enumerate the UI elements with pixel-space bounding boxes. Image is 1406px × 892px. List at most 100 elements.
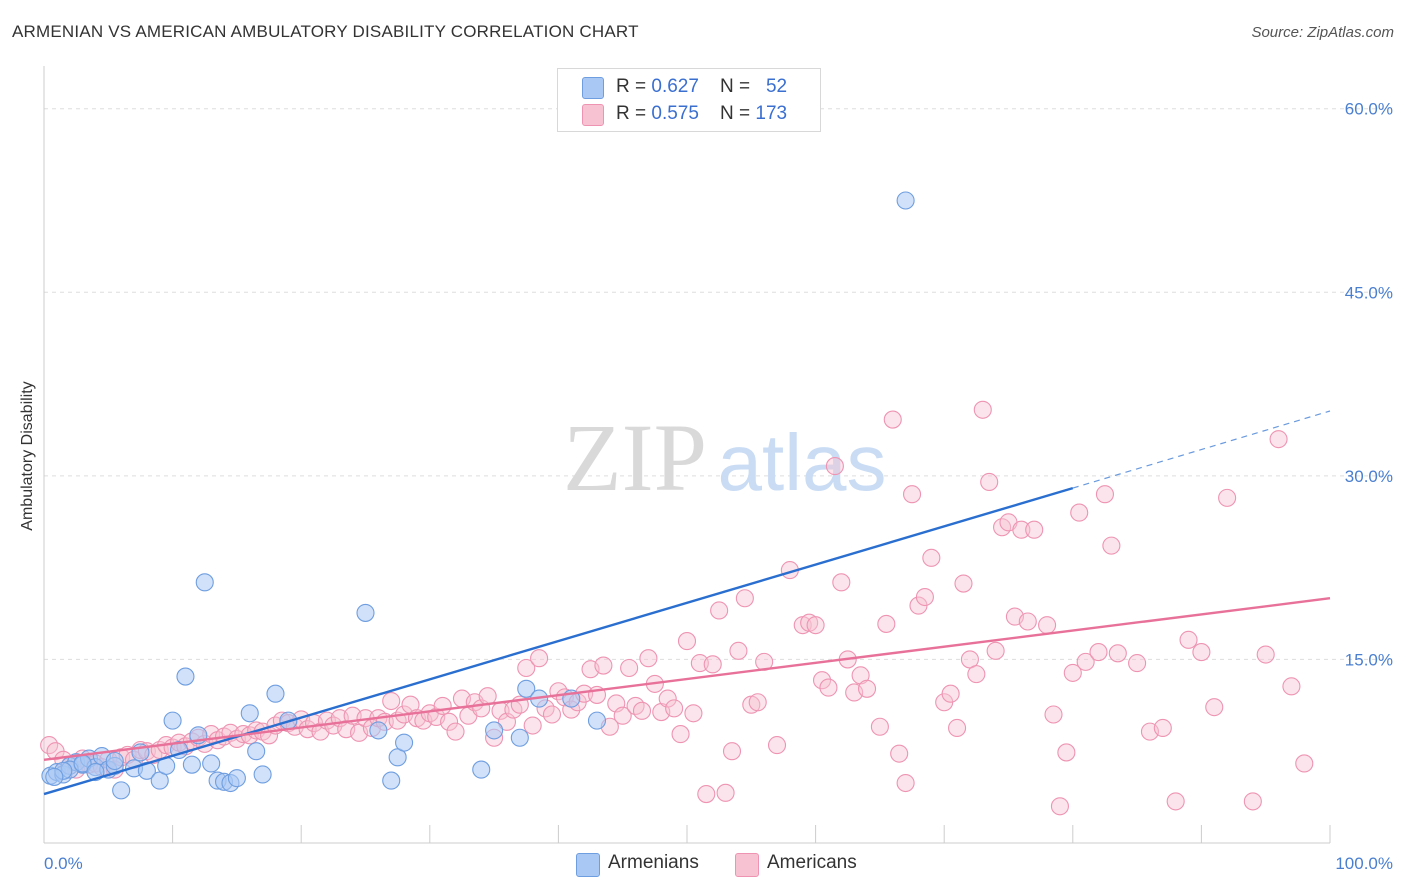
americans-point <box>954 574 973 593</box>
americans-point <box>1057 743 1076 762</box>
axes <box>43 66 1331 844</box>
n-value: 173 <box>755 103 788 124</box>
americans-point <box>767 736 787 755</box>
americans-point <box>1089 643 1108 662</box>
americans-point <box>639 649 658 668</box>
americans-point <box>1102 536 1121 555</box>
armenians-point <box>45 767 64 786</box>
americans-point <box>1038 616 1057 635</box>
armenians-trend-extension <box>1072 410 1331 489</box>
americans-point <box>1025 520 1044 539</box>
americans-point <box>1050 797 1069 816</box>
americans-point <box>722 742 742 761</box>
americans-point <box>1179 630 1198 649</box>
stats-text: R = 0.627 N = 52 <box>616 76 787 98</box>
americans-point <box>883 410 902 429</box>
americans-point <box>620 658 639 678</box>
r-value: 0.575 <box>651 103 699 124</box>
y-tick-label: 45.0% <box>1345 283 1393 302</box>
armenians-point <box>195 573 214 592</box>
americans-point <box>1070 503 1089 522</box>
americans-swatch <box>582 104 604 126</box>
armenians-swatch <box>582 77 604 99</box>
armenians-point <box>266 684 285 703</box>
n-label: N = <box>720 103 756 124</box>
n-value: 52 <box>765 76 788 97</box>
americans-point <box>1076 652 1095 671</box>
stats-legend: R = 0.627 N = 52 R = 0.575 N = 173 <box>557 68 821 132</box>
armenians-point <box>382 771 401 790</box>
armenians-point <box>227 769 246 788</box>
armenians-point <box>112 781 131 800</box>
series-legend: Armenians Americans <box>0 852 1406 878</box>
americans-point <box>440 712 459 731</box>
americans-point <box>967 665 986 684</box>
americans-point <box>613 706 632 725</box>
americans-point <box>941 684 960 703</box>
watermark-atlas: atlas <box>718 418 887 507</box>
armenians-point <box>105 751 124 771</box>
americans-point <box>986 641 1005 660</box>
americans-swatch <box>735 853 759 877</box>
americans-point <box>948 718 967 738</box>
stats-text: R = 0.575 N = 173 <box>616 103 787 125</box>
r-value: 0.627 <box>651 76 699 97</box>
source-note: Source: ZipAtlas.com <box>1251 24 1394 41</box>
n-label: N = <box>720 76 756 97</box>
americans-point <box>812 671 832 690</box>
armenians-point <box>587 711 607 730</box>
r-label: R = <box>616 103 652 124</box>
americans-point <box>915 587 934 607</box>
americans-point <box>677 632 697 651</box>
americans-point <box>632 701 652 720</box>
americans-point <box>896 773 915 793</box>
americans-point <box>1018 612 1037 631</box>
americans-trend-line <box>43 597 1331 761</box>
armenians-point <box>202 754 221 773</box>
americans-point <box>1269 430 1288 449</box>
americans-point <box>1153 718 1172 738</box>
americans-point <box>382 691 401 711</box>
americans-point <box>710 601 729 620</box>
americans-point <box>1218 488 1237 507</box>
americans-point <box>877 614 896 633</box>
americans-point <box>832 573 851 592</box>
americans-point <box>1095 485 1114 504</box>
r-label: R = <box>616 76 652 97</box>
armenians-point <box>485 721 504 740</box>
watermark-zip: ZIP <box>563 404 707 511</box>
americans-point <box>857 679 877 698</box>
armenians-point <box>472 760 491 779</box>
americans-point <box>729 641 748 660</box>
americans-point <box>806 616 825 635</box>
americans-point <box>671 725 690 744</box>
armenians-swatch <box>576 853 600 877</box>
americans-point <box>735 589 754 608</box>
americans-point <box>890 744 909 763</box>
armenians-point <box>517 679 536 698</box>
armenians-point <box>356 603 375 622</box>
americans-point <box>1128 654 1147 673</box>
americans-point <box>1243 792 1262 811</box>
x-tick-label: 0.0% <box>44 854 83 873</box>
americans-point <box>1205 698 1224 717</box>
americans-point <box>594 656 613 675</box>
americans-point <box>748 693 767 712</box>
americans-point <box>1044 705 1063 724</box>
armenians-point <box>176 667 195 686</box>
americans-point <box>819 678 838 697</box>
legend-label-armenians: Armenians <box>608 852 699 873</box>
americans-point <box>902 485 922 504</box>
americans-point <box>684 704 703 723</box>
armenians-point <box>247 742 266 761</box>
americans-point <box>870 717 889 736</box>
americans-point <box>658 689 677 708</box>
y-tick-label: 30.0% <box>1345 467 1393 486</box>
americans-point <box>665 699 684 718</box>
americans-point <box>690 654 709 673</box>
americans-point <box>922 548 941 567</box>
americans-point <box>446 722 465 741</box>
americans-point <box>530 649 549 668</box>
americans-point <box>1256 645 1275 664</box>
